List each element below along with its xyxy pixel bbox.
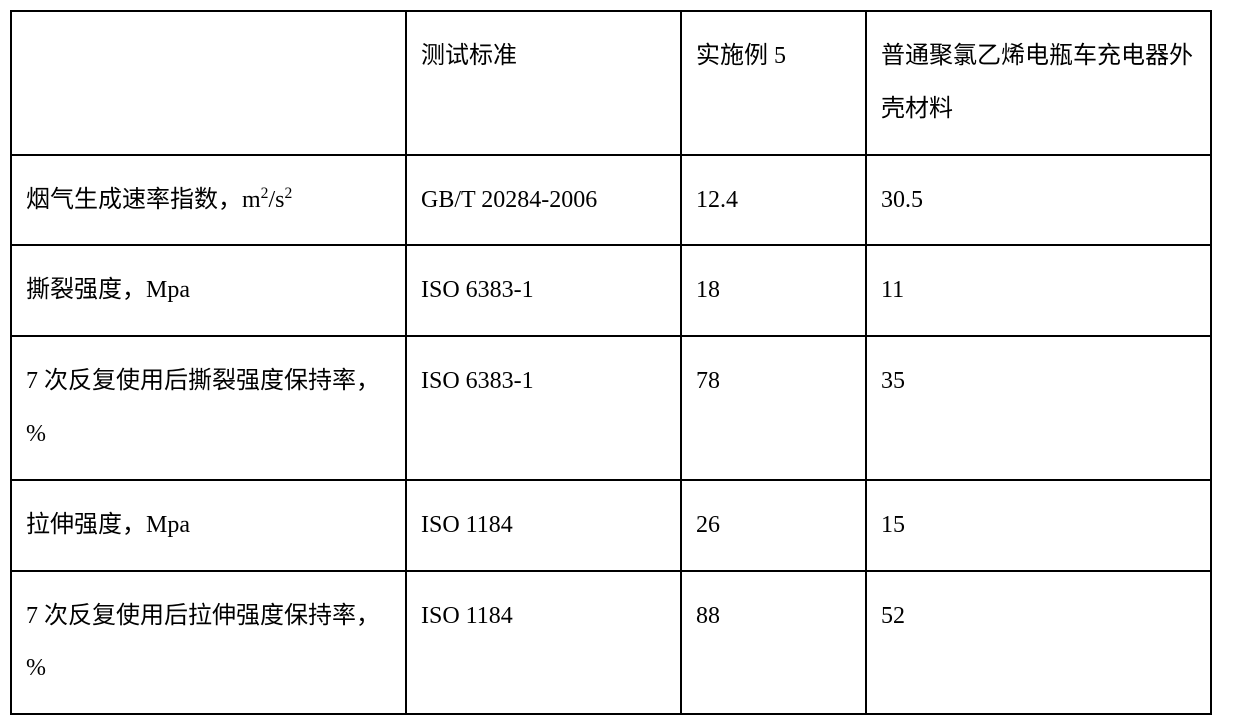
property-cell: 撕裂强度，Mpa (11, 245, 406, 336)
table-row: 撕裂强度，Mpa ISO 6383-1 18 11 (11, 245, 1211, 336)
standard-cell: ISO 1184 (406, 480, 681, 571)
table-row: 拉伸强度，Mpa ISO 1184 26 15 (11, 480, 1211, 571)
header-cell-ordinary: 普通聚氯乙烯电瓶车充电器外壳材料 (866, 11, 1211, 155)
table-row: 烟气生成速率指数，m2/s2 GB/T 20284-2006 12.4 30.5 (11, 155, 1211, 246)
example5-cell: 18 (681, 245, 866, 336)
standard-cell: ISO 6383-1 (406, 336, 681, 480)
property-cell: 7 次反复使用后拉伸强度保持率，% (11, 571, 406, 715)
header-cell-example5: 实施例 5 (681, 11, 866, 155)
standard-cell: ISO 1184 (406, 571, 681, 715)
ordinary-cell: 30.5 (866, 155, 1211, 246)
ordinary-cell: 52 (866, 571, 1211, 715)
property-cell: 拉伸强度，Mpa (11, 480, 406, 571)
property-cell: 7 次反复使用后撕裂强度保持率，% (11, 336, 406, 480)
table-row: 7 次反复使用后拉伸强度保持率，% ISO 1184 88 52 (11, 571, 1211, 715)
example5-cell: 12.4 (681, 155, 866, 246)
table-header-row: 测试标准 实施例 5 普通聚氯乙烯电瓶车充电器外壳材料 (11, 11, 1211, 155)
header-cell-property (11, 11, 406, 155)
example5-cell: 78 (681, 336, 866, 480)
example5-cell: 26 (681, 480, 866, 571)
standard-cell: ISO 6383-1 (406, 245, 681, 336)
properties-table: 测试标准 实施例 5 普通聚氯乙烯电瓶车充电器外壳材料 烟气生成速率指数，m2/… (10, 10, 1212, 715)
property-cell: 烟气生成速率指数，m2/s2 (11, 155, 406, 246)
ordinary-cell: 35 (866, 336, 1211, 480)
table-row: 7 次反复使用后撕裂强度保持率，% ISO 6383-1 78 35 (11, 336, 1211, 480)
standard-cell: GB/T 20284-2006 (406, 155, 681, 246)
ordinary-cell: 11 (866, 245, 1211, 336)
header-cell-standard: 测试标准 (406, 11, 681, 155)
ordinary-cell: 15 (866, 480, 1211, 571)
example5-cell: 88 (681, 571, 866, 715)
